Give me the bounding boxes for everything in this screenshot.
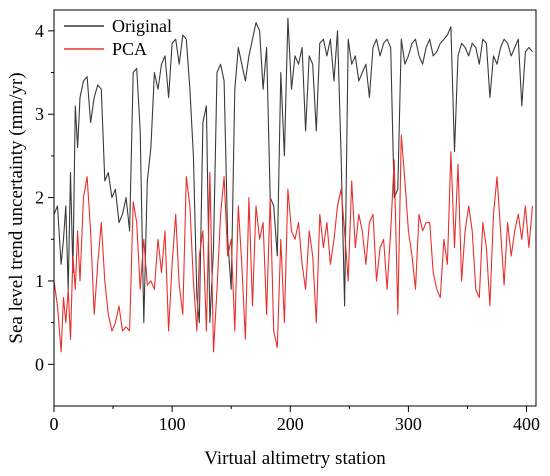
x-tick-label: 0 [50, 414, 59, 434]
x-tick-label: 300 [395, 414, 422, 434]
legend: Original PCA [64, 16, 172, 59]
legend-label-pca: PCA [112, 39, 147, 59]
series-line-pca [53, 134, 534, 353]
y-tick-label: 3 [35, 104, 44, 124]
x-axis-title: Virtual altimetry station [204, 448, 386, 469]
x-tick-label: 100 [159, 414, 186, 434]
y-tick-label: 1 [35, 271, 44, 291]
plot-frame [53, 9, 537, 407]
y-tick-label: 4 [35, 21, 44, 41]
x-axis: 0 100 200 300 400 [50, 406, 540, 434]
y-axis-title: Sea level trend uncertainty (mm/yr) [6, 72, 27, 343]
x-tick-label: 200 [277, 414, 304, 434]
y-tick-label: 0 [35, 354, 44, 374]
y-axis: 0 1 2 3 4 [35, 21, 54, 374]
x-tick-label: 400 [513, 414, 540, 434]
y-tick-label: 2 [35, 188, 44, 208]
plot-lines [53, 17, 534, 353]
legend-label-original: Original [112, 16, 172, 36]
series-line-original [53, 17, 533, 324]
